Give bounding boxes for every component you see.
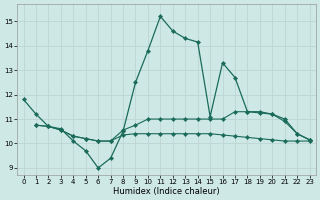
X-axis label: Humidex (Indice chaleur): Humidex (Indice chaleur) bbox=[113, 187, 220, 196]
